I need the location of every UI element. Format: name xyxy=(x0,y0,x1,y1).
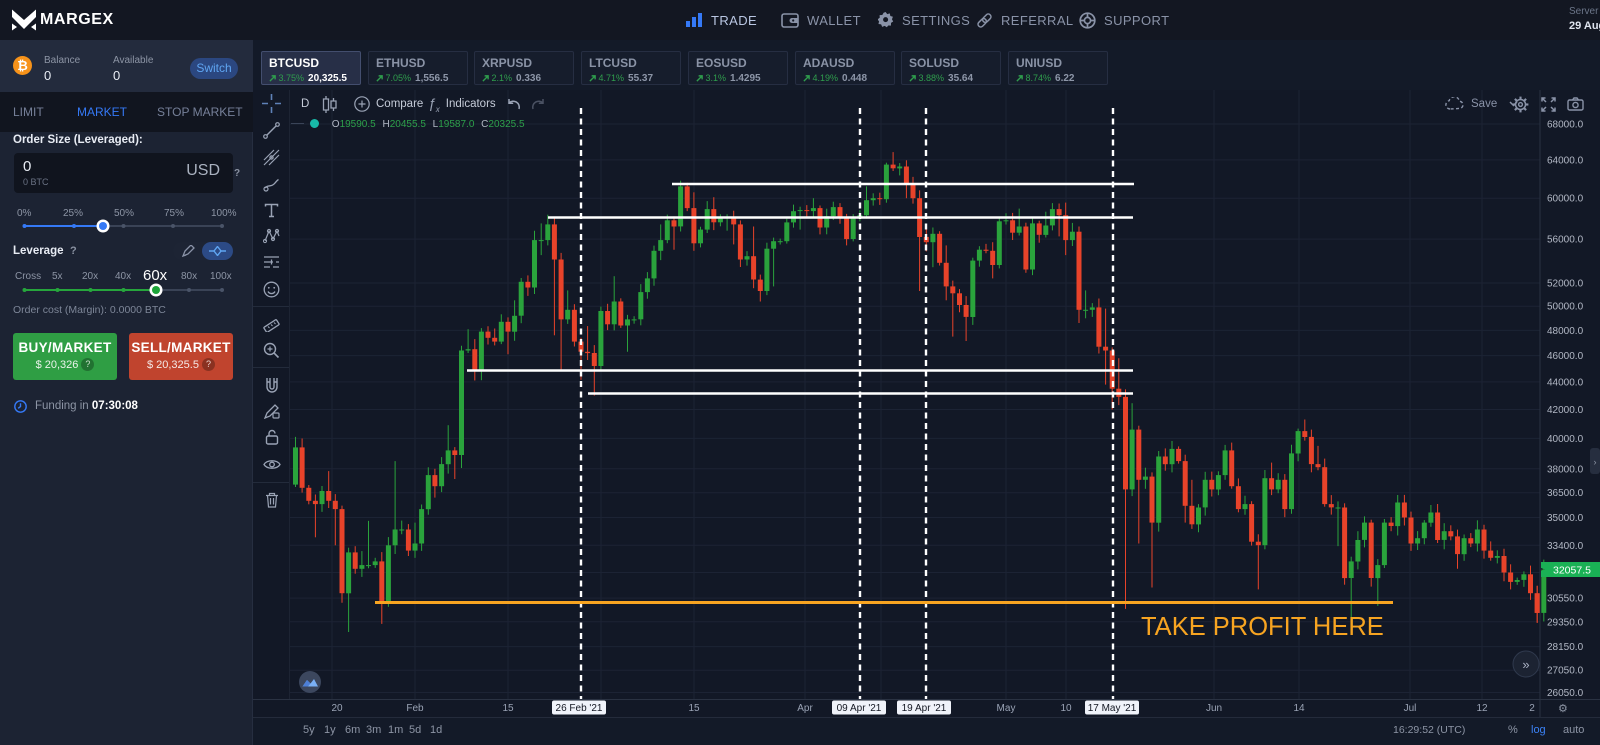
svg-text:Feb: Feb xyxy=(406,703,424,714)
svg-text:64000.0: 64000.0 xyxy=(1547,155,1584,166)
svg-text:40000.0: 40000.0 xyxy=(1547,434,1584,445)
svg-text:Jul: Jul xyxy=(1404,703,1417,714)
svg-text:»: » xyxy=(1522,657,1529,672)
svg-text:›: › xyxy=(1594,457,1597,467)
svg-text:60000.0: 60000.0 xyxy=(1547,194,1584,205)
svg-text:68000.0: 68000.0 xyxy=(1547,120,1584,131)
svg-text:36500.0: 36500.0 xyxy=(1547,488,1584,499)
svg-text:20: 20 xyxy=(331,703,343,714)
svg-text:26 Feb '21: 26 Feb '21 xyxy=(556,703,603,714)
svg-text:33400.0: 33400.0 xyxy=(1547,541,1584,552)
svg-text:10: 10 xyxy=(1060,703,1072,714)
svg-text:42000.0: 42000.0 xyxy=(1547,405,1584,416)
svg-text:38000.0: 38000.0 xyxy=(1547,464,1584,475)
svg-text:32057.5: 32057.5 xyxy=(1553,565,1591,577)
svg-text:19 Apr '21: 19 Apr '21 xyxy=(902,703,947,714)
svg-text:28150.0: 28150.0 xyxy=(1547,642,1584,653)
svg-text:15: 15 xyxy=(502,703,514,714)
svg-text:56000.0: 56000.0 xyxy=(1547,235,1584,246)
svg-text:30550.0: 30550.0 xyxy=(1547,594,1584,605)
svg-text:Apr: Apr xyxy=(797,703,813,714)
svg-text:17 May '21: 17 May '21 xyxy=(1088,703,1137,714)
svg-text:44000.0: 44000.0 xyxy=(1547,377,1584,388)
svg-text:52000.0: 52000.0 xyxy=(1547,279,1584,290)
svg-text:27050.0: 27050.0 xyxy=(1547,666,1584,677)
svg-text:14: 14 xyxy=(1293,703,1305,714)
svg-text:May: May xyxy=(997,703,1016,714)
svg-text:TAKE PROFIT HERE: TAKE PROFIT HERE xyxy=(1141,613,1384,641)
svg-text:⚙: ⚙ xyxy=(1558,703,1568,715)
svg-text:26050.0: 26050.0 xyxy=(1547,688,1584,699)
svg-text:35000.0: 35000.0 xyxy=(1547,513,1584,524)
svg-text:Jun: Jun xyxy=(1206,703,1222,714)
svg-text:48000.0: 48000.0 xyxy=(1547,326,1584,337)
svg-text:12: 12 xyxy=(1476,703,1488,714)
svg-text:2: 2 xyxy=(1529,703,1535,714)
svg-text:29350.0: 29350.0 xyxy=(1547,617,1584,628)
svg-text:15: 15 xyxy=(688,703,700,714)
svg-text:09 Apr '21: 09 Apr '21 xyxy=(837,703,882,714)
svg-text:46000.0: 46000.0 xyxy=(1547,351,1584,362)
svg-text:50000.0: 50000.0 xyxy=(1547,302,1584,313)
